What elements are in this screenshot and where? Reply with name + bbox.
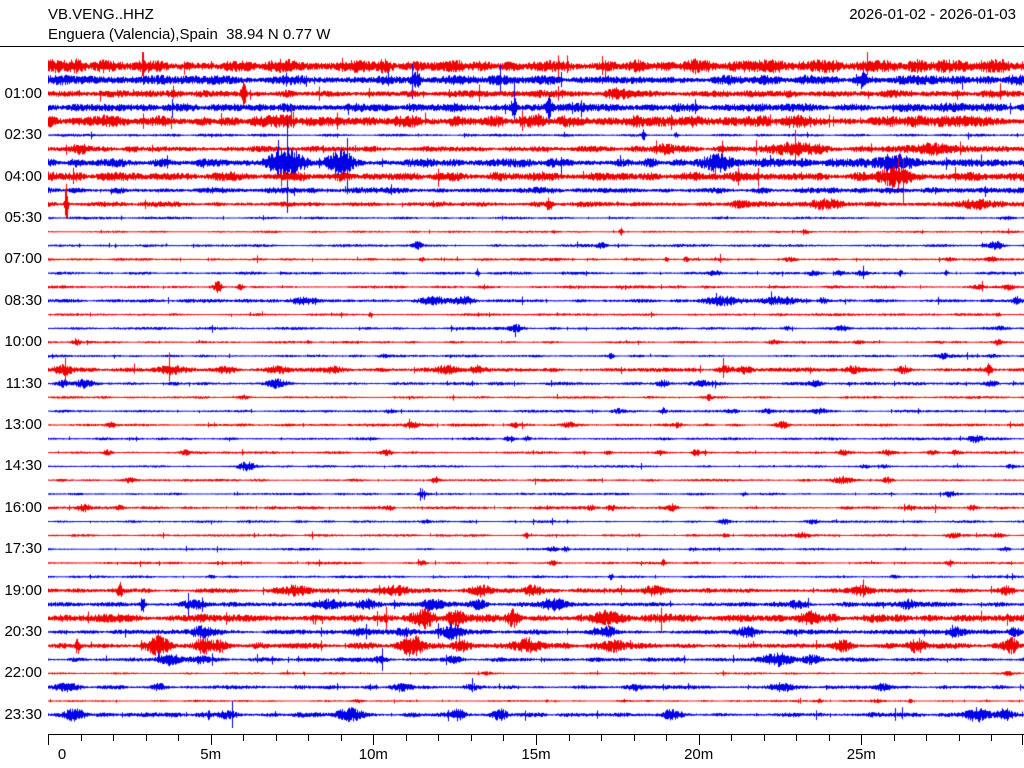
x-axis-major-tick	[210, 735, 212, 745]
x-axis-tick-label: 25m	[846, 746, 876, 763]
x-axis-minor-tick	[828, 735, 830, 741]
time-label: 16:00	[4, 498, 42, 516]
x-axis-minor-tick	[145, 735, 147, 741]
time-label: 23:30	[4, 705, 42, 723]
date-range: 2026-01-02 - 2026-01-03	[849, 6, 1016, 23]
time-label: 05:30	[4, 209, 42, 226]
x-axis-minor-tick	[763, 735, 765, 741]
x-axis-major-tick	[48, 735, 49, 745]
time-label: 01:00	[4, 84, 42, 102]
x-axis-minor-tick	[926, 735, 928, 741]
x-axis-minor-tick	[601, 735, 603, 741]
station-code: VB.VENG..HHZ	[48, 6, 154, 23]
time-label: 19:00	[4, 581, 42, 599]
x-axis-minor-tick	[178, 735, 180, 741]
x-axis-minor-tick	[893, 735, 895, 741]
x-axis-tick-label: 0	[57, 746, 67, 763]
x-axis-major-tick	[373, 735, 375, 745]
time-label: 08:30	[4, 291, 42, 309]
x-axis-tick-label: 10m	[358, 746, 388, 763]
x-axis-minor-tick	[731, 735, 733, 741]
x-axis-minor-tick	[991, 735, 993, 741]
x-axis-minor-tick	[340, 735, 342, 741]
x-axis-tick-label: 5m	[200, 746, 222, 763]
x-axis-minor-tick	[503, 735, 505, 741]
x-axis-tick-label: 15m	[521, 746, 551, 763]
time-label: 14:30	[4, 457, 42, 475]
station-location: Enguera (Valencia),Spain 38.94 N 0.77 W	[48, 26, 331, 43]
x-axis-minor-tick	[80, 735, 82, 741]
helicorder-plot[interactable]	[48, 52, 1024, 728]
x-axis-minor-tick	[243, 735, 245, 741]
x-axis-minor-tick	[666, 735, 668, 741]
x-axis-major-tick	[1022, 735, 1023, 745]
time-label: 13:00	[4, 416, 42, 433]
time-label: 17:30	[4, 540, 42, 558]
header-separator	[0, 46, 1024, 47]
x-axis-major-tick	[698, 735, 700, 745]
time-label: 02:30	[4, 126, 42, 144]
time-label: 11:30	[5, 374, 42, 392]
x-axis-minor-tick	[438, 735, 440, 741]
x-axis-minor-tick	[633, 735, 635, 741]
x-axis-minor-tick	[470, 735, 472, 741]
x-axis-minor-tick	[796, 735, 798, 741]
time-label: 04:00	[4, 167, 42, 185]
time-label: 20:30	[4, 623, 42, 640]
x-axis-minor-tick	[405, 735, 407, 741]
x-axis-line	[48, 734, 1024, 735]
x-axis-minor-tick	[308, 735, 310, 741]
x-axis-minor-tick	[568, 735, 570, 741]
x-axis-major-tick	[861, 735, 863, 745]
x-axis-major-tick	[536, 735, 537, 745]
time-label: 10:00	[4, 333, 42, 351]
time-label: 22:00	[4, 664, 42, 682]
x-axis-minor-tick	[958, 735, 960, 741]
x-axis-minor-tick	[113, 735, 115, 741]
x-axis-minor-tick	[275, 735, 277, 741]
x-axis-tick-label: 20m	[684, 746, 714, 763]
time-label: 07:00	[4, 250, 42, 268]
